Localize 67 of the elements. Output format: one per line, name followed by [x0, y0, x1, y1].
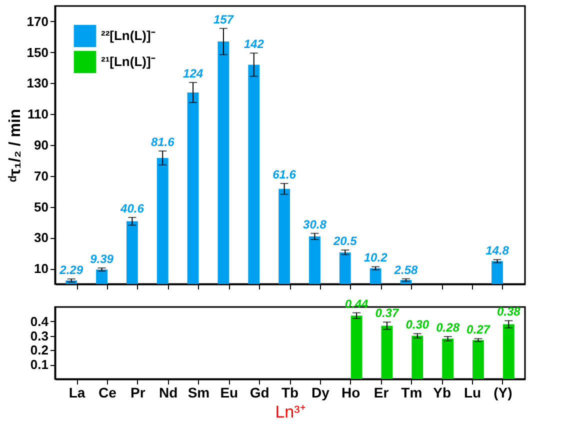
- y-tick-label: 70: [34, 168, 48, 184]
- bar: [248, 64, 260, 284]
- data-label: 0.30: [406, 318, 430, 332]
- data-label: 0.28: [436, 320, 460, 335]
- data-label: 157: [213, 12, 235, 26]
- bar: [339, 252, 351, 284]
- data-label: 0.27: [466, 322, 492, 337]
- x-tick-label: Ce: [98, 384, 117, 400]
- bar: [156, 158, 168, 284]
- bar: [492, 261, 503, 284]
- bar: [126, 221, 138, 284]
- bar: [96, 270, 108, 284]
- data-label: 2.58: [393, 262, 418, 277]
- x-tick-label: Tb: [281, 384, 299, 400]
- bar: [412, 336, 424, 379]
- x-tick-label: Tm: [401, 384, 422, 400]
- legend-label: ²²[Ln(L)]⁻: [101, 28, 156, 43]
- data-label: 124: [183, 66, 204, 80]
- x-tick-label: Ho: [342, 384, 360, 400]
- bar: [502, 324, 514, 379]
- y-tick-label: 90: [34, 138, 48, 152]
- legend-label: ²¹[Ln(L)]⁻: [101, 54, 156, 69]
- data-label: 0.37: [375, 306, 400, 320]
- y-tick-label: 10: [34, 261, 48, 276]
- y-tick-label: 0.4: [30, 314, 50, 329]
- y-tick-label: 0.1: [30, 357, 48, 372]
- data-label: 81.6: [150, 135, 175, 150]
- data-label: 2.29: [58, 262, 84, 277]
- data-label: 9.39: [90, 252, 114, 266]
- bar: [381, 326, 393, 379]
- x-tick-label: Lu: [464, 384, 482, 400]
- data-label: 40.6: [120, 201, 144, 216]
- x-tick-label: Gd: [250, 384, 270, 400]
- data-label: 14.8: [486, 244, 510, 258]
- bar: [350, 316, 362, 379]
- bar: [187, 92, 199, 284]
- data-label: 142: [244, 37, 264, 52]
- x-tick-label: Eu: [220, 384, 238, 400]
- y-axis-title: ᵈτ₁/₂ / min: [6, 108, 24, 182]
- y-tick-label: 0.2: [30, 342, 48, 358]
- y-tick-label: 30: [34, 230, 48, 246]
- x-tick-label: La: [68, 384, 86, 400]
- x-tick-label: Er: [374, 384, 390, 400]
- y-tick-label: 170: [26, 14, 48, 29]
- x-tick-label: Nd: [158, 384, 178, 400]
- bar: [309, 236, 320, 284]
- x-tick-label: Sm: [188, 384, 210, 400]
- bar: [442, 338, 454, 379]
- bar: [218, 42, 230, 284]
- x-tick-label: Dy: [311, 384, 330, 400]
- data-label: 61.6: [272, 167, 296, 182]
- data-label: 0.38: [496, 304, 521, 319]
- data-label: 10.2: [364, 250, 388, 265]
- y-tick-label: 50: [34, 199, 48, 214]
- bar: [472, 340, 484, 379]
- bar: [278, 188, 290, 284]
- y-tick-label: 0.3: [30, 328, 48, 344]
- y-tick-label: 110: [28, 106, 48, 122]
- x-tick-label: Pr: [130, 384, 146, 400]
- x-axis-title: Ln³⁺: [275, 402, 306, 422]
- data-label: 30.8: [303, 217, 327, 232]
- data-label: 20.5: [332, 234, 358, 248]
- x-tick-label: (Y): [494, 384, 512, 400]
- x-tick-label: Yb: [433, 384, 452, 400]
- y-tick-label: 130: [26, 76, 48, 91]
- y-tick-label: 150: [26, 44, 48, 60]
- bar: [370, 268, 382, 284]
